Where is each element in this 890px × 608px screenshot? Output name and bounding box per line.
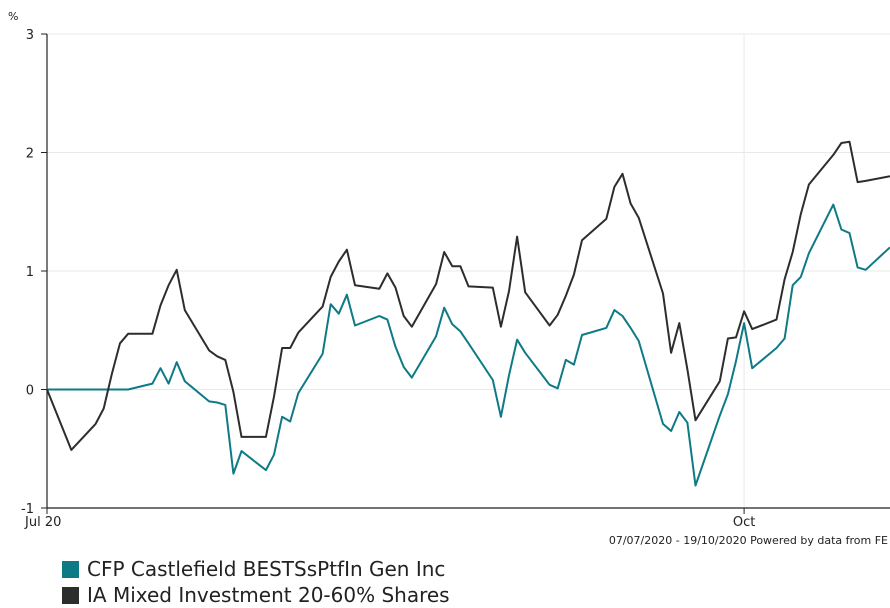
x-tick-label: Oct [733,515,755,530]
legend-label: CFP Castlefield BESTSsPtfIn Gen Inc [87,557,446,581]
source-footer: 07/07/2020 - 19/10/2020 Powered by data … [609,534,888,547]
y-axis-unit: % [8,10,18,23]
y-tick-labels: -1 0 1 2 3 [21,28,47,517]
y-tick-label: -1 [21,502,34,517]
series-line-1 [47,203,890,487]
legend-item-2: IA Mixed Investment 20-60% Shares [62,582,450,608]
y-tick-label: 0 [26,384,34,399]
legend: CFP Castlefield BESTSsPtfIn Gen Inc IA Mi… [62,556,450,608]
legend-item-1: CFP Castlefield BESTSsPtfIn Gen Inc [62,556,450,582]
legend-label: IA Mixed Investment 20-60% Shares [87,583,450,607]
x-tick-label: Jul 20 [24,515,61,530]
y-tick-label: 3 [26,28,34,43]
y-tick-label: 2 [26,147,34,162]
series-line-2 [46,140,890,451]
series-lines [46,140,890,487]
y-tick-label: 1 [26,265,34,280]
legend-swatch [62,560,79,578]
legend-swatch [62,586,79,604]
x-tick-labels: Jul 20 Oct [24,508,755,530]
gridlines [47,33,890,509]
